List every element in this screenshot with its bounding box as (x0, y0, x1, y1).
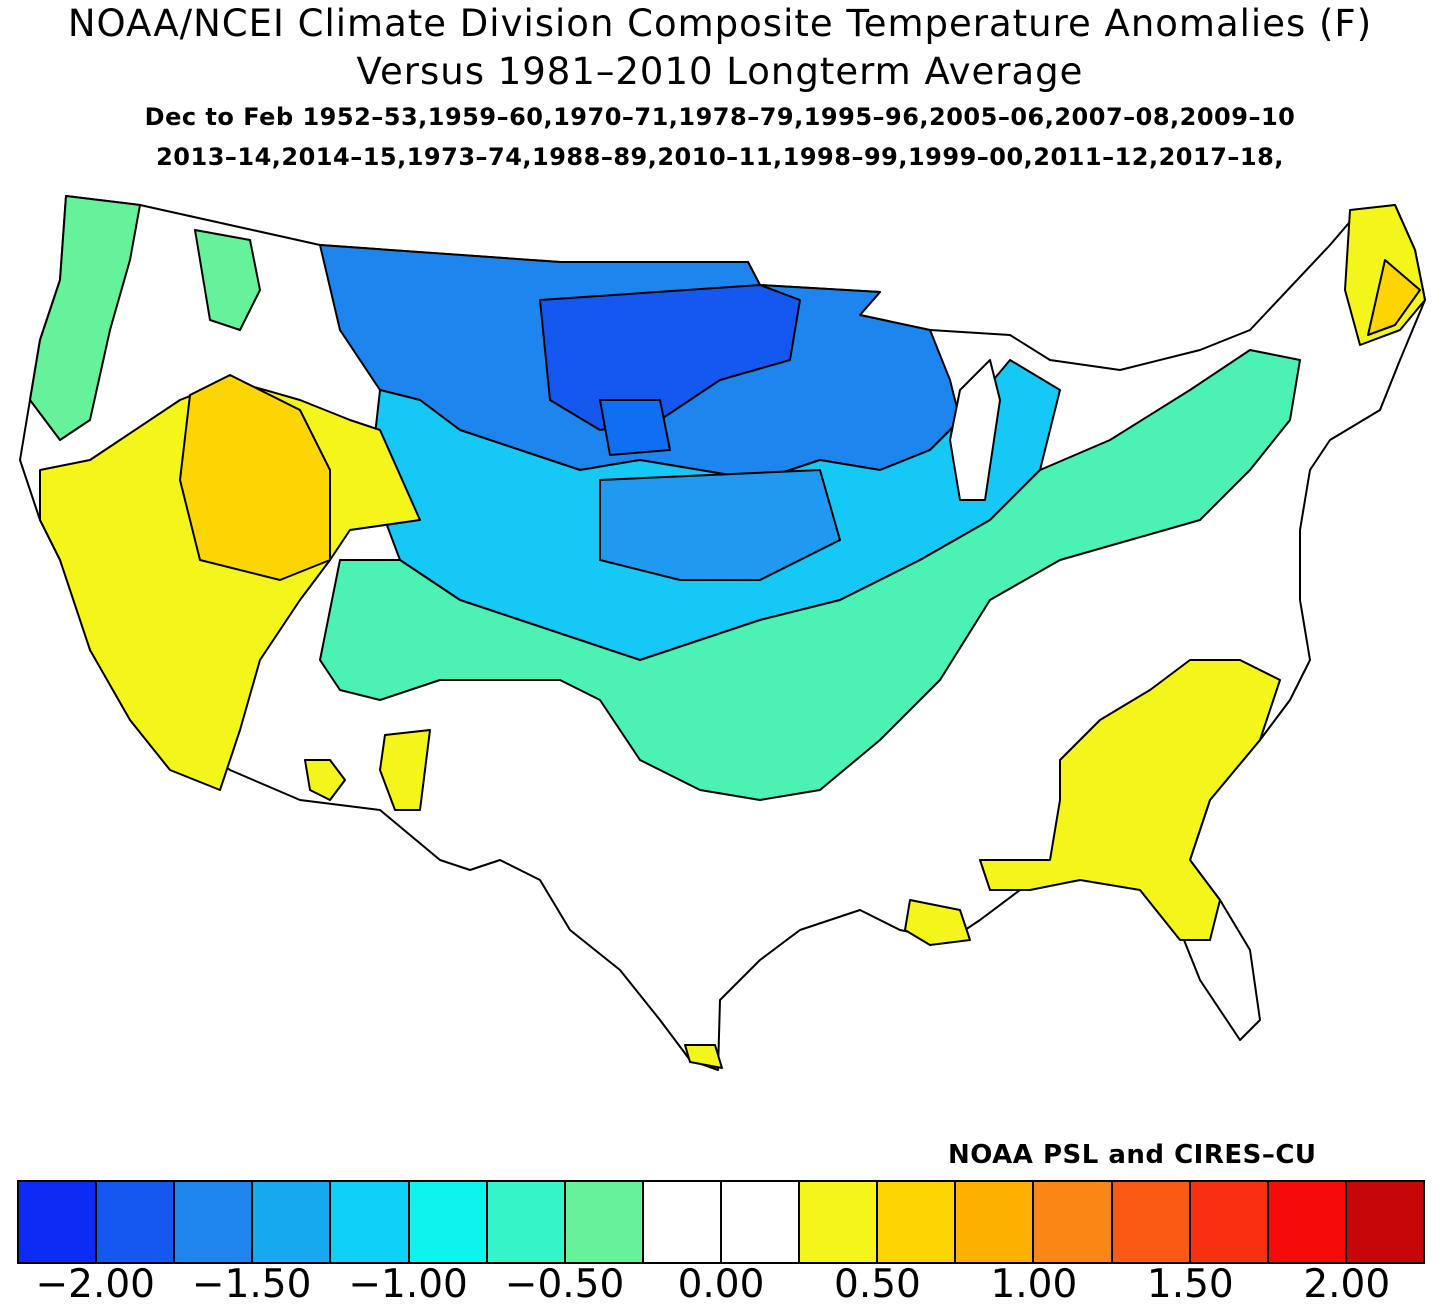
legend-swatch (487, 1182, 566, 1262)
legend-tick-label: −0.50 (504, 1262, 625, 1307)
legend-swatch (800, 1182, 879, 1262)
legend-swatch (97, 1182, 176, 1262)
region-mid-green (319, 349, 1301, 801)
legend-swatch (331, 1182, 410, 1262)
region-southwest-warm-2 (379, 729, 431, 811)
us-climate-division-map (19, 195, 1426, 1071)
legend-tick-label: −1.00 (348, 1262, 468, 1307)
legend-tick-label: 1.50 (1146, 1262, 1234, 1307)
legend-swatch (1034, 1182, 1113, 1262)
legend-tick-label: 1.00 (990, 1262, 1078, 1307)
region-dakotas-strongest (539, 284, 801, 431)
title-line-1: NOAA/NCEI Climate Division Composite Tem… (67, 2, 1373, 45)
region-pacific-northwest (29, 195, 141, 441)
legend-swatch (253, 1182, 332, 1262)
region-nebraska-cold (599, 469, 841, 581)
region-sd-core (599, 399, 671, 456)
region-louisiana-warm (904, 899, 971, 946)
region-southwest-warm-1 (304, 759, 346, 801)
legend-tick-label: 0.00 (677, 1262, 765, 1307)
legend-swatch (19, 1182, 98, 1262)
legend-tick-label: 0.50 (834, 1262, 921, 1307)
legend-swatch (643, 1182, 722, 1262)
legend-swatch (565, 1182, 644, 1262)
region-maine-warmer (1367, 259, 1421, 336)
region-southeast-warm (979, 659, 1281, 941)
region-idaho-green (194, 229, 261, 331)
legend-tick-label: −1.50 (191, 1262, 312, 1307)
legend-tick-label: 2.00 (1303, 1262, 1391, 1307)
color-legend-bar (17, 1180, 1425, 1264)
years-line: 2013–14,2014–15,1973–74,1988–89,2010–11,… (156, 143, 1284, 171)
season-years-line: Dec to Feb 1952–53,1959–60,1970–71,1978–… (144, 103, 1296, 131)
legend-swatch (956, 1182, 1035, 1262)
legend-swatch (409, 1182, 488, 1262)
legend-swatch (175, 1182, 254, 1262)
legend-swatch (721, 1182, 801, 1262)
lake-michigan (949, 359, 1001, 501)
title-line-2: Versus 1981–2010 Longterm Average (356, 50, 1084, 93)
region-south-texas-warm (684, 1044, 723, 1069)
legend-swatch (1112, 1182, 1191, 1262)
region-nevada-warmer (179, 374, 331, 581)
legend-swatch (878, 1182, 957, 1262)
legend-swatch (1268, 1182, 1347, 1262)
legend-swatch (1190, 1182, 1269, 1262)
credit-label: NOAA PSL and CIRES–CU (948, 1140, 1317, 1170)
legend-tick-label: −2.00 (35, 1262, 155, 1307)
legend-swatch (1346, 1182, 1423, 1262)
